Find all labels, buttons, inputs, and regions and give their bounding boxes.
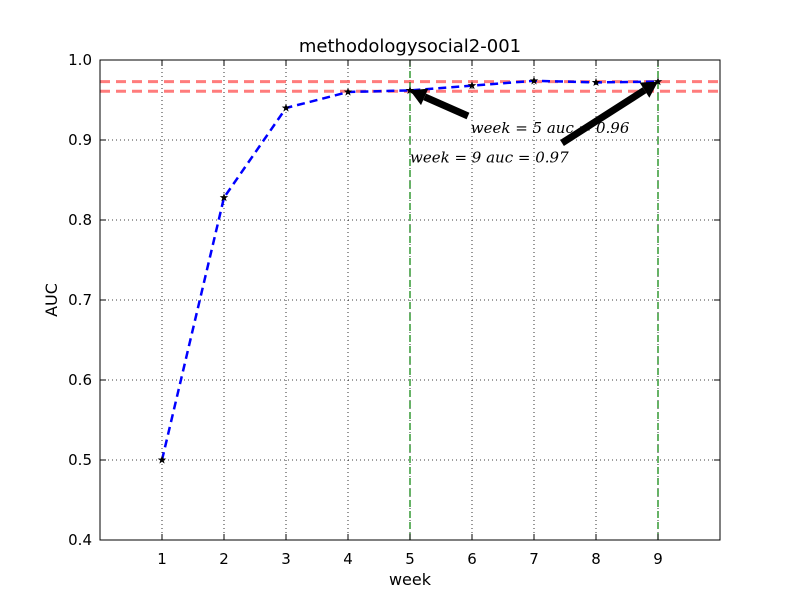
data-point-marker bbox=[281, 103, 291, 112]
chart-title: methodologysocial2-001 bbox=[299, 36, 521, 57]
x-axis-label: week bbox=[389, 570, 432, 589]
series-layer bbox=[157, 76, 663, 464]
x-tick-label: 7 bbox=[529, 550, 539, 568]
y-tick-label: 0.6 bbox=[68, 371, 92, 389]
y-tick-label: 0.5 bbox=[68, 451, 92, 469]
data-point-marker bbox=[591, 77, 601, 87]
annotation-text: week = 5 auc = 0.96 bbox=[471, 119, 630, 137]
data-point-marker bbox=[157, 455, 167, 464]
y-tick-label: 0.4 bbox=[68, 531, 92, 549]
data-point-marker bbox=[219, 193, 229, 202]
annotation-arrow-shaft bbox=[560, 87, 647, 146]
x-tick-label: 6 bbox=[467, 550, 477, 568]
y-axis-label: AUC bbox=[42, 283, 61, 317]
annotations: week = 5 auc = 0.96 week = 9 auc = 0.97 bbox=[410, 81, 658, 167]
x-tick-label: 4 bbox=[343, 550, 353, 568]
x-tick-label: 8 bbox=[591, 550, 601, 568]
x-tick-label: 5 bbox=[405, 550, 415, 568]
y-tick-label: 0.9 bbox=[68, 131, 92, 149]
data-point-marker bbox=[467, 81, 477, 90]
annotation-arrow-head bbox=[639, 81, 658, 98]
series-line bbox=[160, 79, 659, 461]
annotation-text: week = 9 auc = 0.97 bbox=[410, 149, 569, 167]
y-tick-label: 0.7 bbox=[68, 291, 92, 309]
x-tick-label: 2 bbox=[219, 550, 229, 568]
data-point-marker bbox=[529, 76, 539, 85]
data-point-marker bbox=[653, 77, 663, 86]
y-tick-label: 0.8 bbox=[68, 211, 92, 229]
x-tick-label: 1 bbox=[157, 550, 167, 568]
axis-ticks: 1 2 3 4 5 6 7 8 9 0.4 0.5 0.6 0.7 0.8 0.9 1.0 bbox=[68, 51, 720, 568]
data-point-marker bbox=[405, 85, 415, 95]
annotation-arrow-shaft bbox=[423, 93, 470, 120]
annotation-arrow-head bbox=[410, 88, 429, 106]
data-point-marker bbox=[343, 87, 353, 96]
y-tick-label: 1.0 bbox=[68, 51, 92, 69]
x-tick-label: 9 bbox=[653, 550, 663, 568]
x-tick-label: 3 bbox=[281, 550, 291, 568]
